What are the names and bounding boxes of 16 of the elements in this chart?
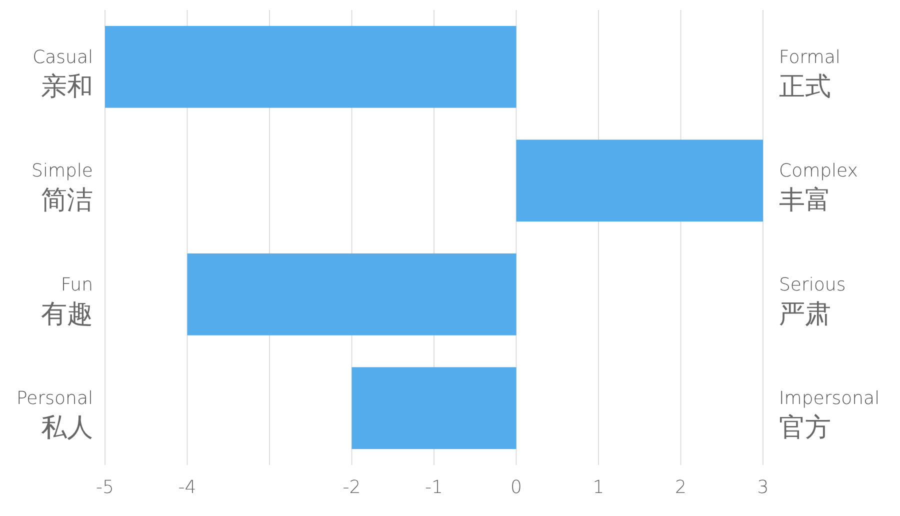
y-tick-label: Casual 亲和 — [32, 46, 93, 102]
x-tick-label: -1 — [425, 477, 443, 498]
y2-tick-label: Serious 严肃 — [779, 274, 846, 330]
y2-tick-label: Formal 正式 — [779, 46, 840, 102]
y2-tick-label: Complex 丰富 — [779, 160, 858, 216]
x-tick-label: 1 — [592, 477, 604, 498]
y-tick-label: Simple 简洁 — [32, 160, 93, 216]
x-tick-label: -2 — [342, 477, 361, 498]
x-tick-label: 2 — [675, 477, 686, 498]
y-tick-label: Fun 有趣 — [41, 274, 93, 330]
x-tick-label: 3 — [757, 477, 769, 498]
x-tick-label: -5 — [96, 477, 114, 498]
x-tick-label: -4 — [178, 477, 196, 498]
y-tick-label: Personal 私人 — [16, 388, 93, 444]
x-tick-label: 0 — [510, 477, 522, 498]
y2-tick-label: Impersonal 官方 — [779, 388, 880, 444]
